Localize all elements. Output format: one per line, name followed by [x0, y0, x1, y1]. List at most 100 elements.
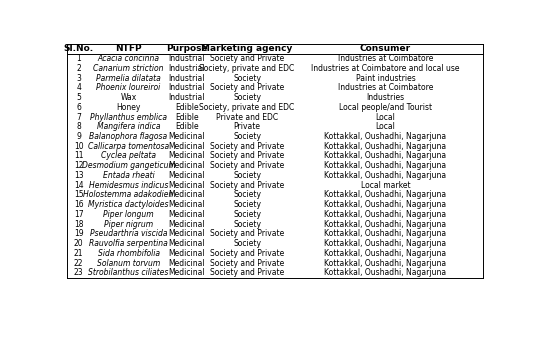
Text: Cyclea peltata: Cyclea peltata: [101, 152, 156, 160]
Text: 6: 6: [76, 103, 81, 112]
Text: Society and Private: Society and Private: [210, 142, 284, 151]
Text: Society: Society: [233, 132, 261, 141]
Text: 21: 21: [74, 249, 83, 258]
Text: Society and Private: Society and Private: [210, 181, 284, 190]
Text: Medicinal: Medicinal: [169, 249, 205, 258]
Text: Local: Local: [375, 122, 395, 131]
Text: Edible: Edible: [175, 122, 199, 131]
Text: Medicinal: Medicinal: [169, 239, 205, 248]
Text: Society: Society: [233, 190, 261, 199]
Text: 2: 2: [76, 64, 81, 73]
Text: Society and Private: Society and Private: [210, 161, 284, 170]
Text: 1: 1: [76, 54, 81, 63]
Text: Medicinal: Medicinal: [169, 210, 205, 219]
Text: Private: Private: [234, 122, 260, 131]
Text: Medicinal: Medicinal: [169, 181, 205, 190]
Text: Medicinal: Medicinal: [169, 259, 205, 268]
Text: 19: 19: [74, 229, 83, 238]
Text: Industries: Industries: [366, 93, 404, 102]
Text: Purpose: Purpose: [166, 44, 208, 53]
Text: Industries at Coimbatore and local use: Industries at Coimbatore and local use: [311, 64, 460, 73]
Text: Kottakkal, Oushadhi, Nagarjuna: Kottakkal, Oushadhi, Nagarjuna: [324, 152, 447, 160]
Text: Wax: Wax: [120, 93, 136, 102]
Text: Acacia concinna: Acacia concinna: [98, 54, 159, 63]
Text: Industrial: Industrial: [169, 54, 205, 63]
Text: Phyllanthus emblica: Phyllanthus emblica: [90, 113, 167, 121]
Text: Society and Private: Society and Private: [210, 268, 284, 277]
Text: Solanum torvum: Solanum torvum: [97, 259, 160, 268]
Text: Society and Private: Society and Private: [210, 229, 284, 238]
Text: Society: Society: [233, 74, 261, 82]
Text: Myristica dactyloides: Myristica dactyloides: [88, 200, 169, 209]
Text: Marketing agency: Marketing agency: [201, 44, 293, 53]
Text: Edible: Edible: [175, 103, 199, 112]
Text: Sida rhombifolia: Sida rhombifolia: [98, 249, 159, 258]
Text: Kottakkal, Oushadhi, Nagarjuna: Kottakkal, Oushadhi, Nagarjuna: [324, 142, 447, 151]
Text: Kottakkal, Oushadhi, Nagarjuna: Kottakkal, Oushadhi, Nagarjuna: [324, 268, 447, 277]
Text: Desmodium gangeticum: Desmodium gangeticum: [82, 161, 176, 170]
Text: Society: Society: [233, 239, 261, 248]
Text: Holostemma adakodien: Holostemma adakodien: [83, 190, 173, 199]
Text: Edible: Edible: [175, 113, 199, 121]
Text: 12: 12: [74, 161, 83, 170]
Text: Local: Local: [375, 113, 395, 121]
Text: Pseudarthria viscida: Pseudarthria viscida: [90, 229, 167, 238]
Text: Kottakkal, Oushadhi, Nagarjuna: Kottakkal, Oushadhi, Nagarjuna: [324, 190, 447, 199]
Text: Private and EDC: Private and EDC: [216, 113, 278, 121]
Text: Hemidesmus indicus: Hemidesmus indicus: [89, 181, 168, 190]
Text: Balanophora flagosa: Balanophora flagosa: [90, 132, 168, 141]
Text: Industries at Coimbatore: Industries at Coimbatore: [338, 54, 433, 63]
Text: Piper longum: Piper longum: [103, 210, 154, 219]
Text: Paint industries: Paint industries: [355, 74, 416, 82]
Text: Society: Society: [233, 220, 261, 229]
Text: 13: 13: [74, 171, 83, 180]
Text: 5: 5: [76, 93, 81, 102]
Text: Medicinal: Medicinal: [169, 220, 205, 229]
Text: Society and Private: Society and Private: [210, 152, 284, 160]
Text: Society: Society: [233, 171, 261, 180]
Text: 7: 7: [76, 113, 81, 121]
Text: Industrial: Industrial: [169, 74, 205, 82]
Text: Medicinal: Medicinal: [169, 161, 205, 170]
Text: Rauvolfia serpentina: Rauvolfia serpentina: [89, 239, 168, 248]
Text: Kottakkal, Oushadhi, Nagarjuna: Kottakkal, Oushadhi, Nagarjuna: [324, 171, 447, 180]
Text: Entada rheati: Entada rheati: [103, 171, 154, 180]
Text: 10: 10: [74, 142, 83, 151]
Text: 3: 3: [76, 74, 81, 82]
Text: Canarium striction: Canarium striction: [93, 64, 164, 73]
Text: Society: Society: [233, 210, 261, 219]
Text: Honey: Honey: [117, 103, 141, 112]
Text: Society and Private: Society and Private: [210, 249, 284, 258]
Text: Parmelia dilatata: Parmelia dilatata: [96, 74, 161, 82]
Text: Society and Private: Society and Private: [210, 83, 284, 92]
Text: 20: 20: [74, 239, 83, 248]
Text: Kottakkal, Oushadhi, Nagarjuna: Kottakkal, Oushadhi, Nagarjuna: [324, 220, 447, 229]
Text: Kottakkal, Oushadhi, Nagarjuna: Kottakkal, Oushadhi, Nagarjuna: [324, 239, 447, 248]
Text: 9: 9: [76, 132, 81, 141]
Text: Industrial: Industrial: [169, 64, 205, 73]
Text: Society, private and EDC: Society, private and EDC: [200, 103, 295, 112]
Text: Kottakkal, Oushadhi, Nagarjuna: Kottakkal, Oushadhi, Nagarjuna: [324, 200, 447, 209]
Text: NTFP: NTFP: [115, 44, 142, 53]
Text: Local people/and Tourist: Local people/and Tourist: [339, 103, 432, 112]
Text: Society and Private: Society and Private: [210, 259, 284, 268]
Text: Medicinal: Medicinal: [169, 200, 205, 209]
Text: Sl.No.: Sl.No.: [63, 44, 93, 53]
Text: Industries at Coimbatore: Industries at Coimbatore: [338, 83, 433, 92]
Text: 16: 16: [74, 200, 83, 209]
Text: Medicinal: Medicinal: [169, 152, 205, 160]
Text: Industrial: Industrial: [169, 83, 205, 92]
Text: Local market: Local market: [361, 181, 410, 190]
Text: Piper nigrum: Piper nigrum: [104, 220, 153, 229]
Text: Medicinal: Medicinal: [169, 132, 205, 141]
Text: Medicinal: Medicinal: [169, 190, 205, 199]
Text: 4: 4: [76, 83, 81, 92]
Text: Mangifera indica: Mangifera indica: [97, 122, 160, 131]
Text: 8: 8: [76, 122, 81, 131]
Text: Kottakkal, Oushadhi, Nagarjuna: Kottakkal, Oushadhi, Nagarjuna: [324, 229, 447, 238]
Text: Strobilanthus ciliates: Strobilanthus ciliates: [88, 268, 169, 277]
Text: Society and Private: Society and Private: [210, 54, 284, 63]
Text: 18: 18: [74, 220, 83, 229]
Text: 14: 14: [74, 181, 83, 190]
Text: Consumer: Consumer: [360, 44, 411, 53]
